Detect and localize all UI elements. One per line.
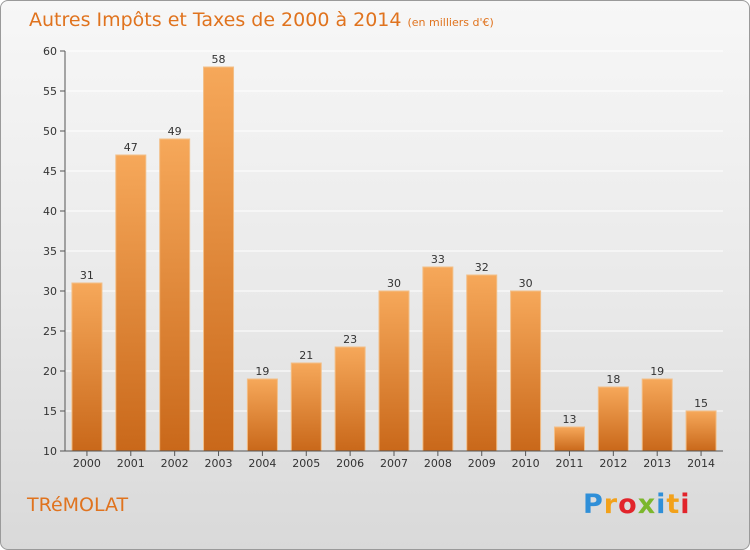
- y-tick-label: 25: [43, 325, 57, 338]
- bar: [641, 378, 673, 452]
- bar: [159, 138, 191, 452]
- y-tick-label: 10: [43, 445, 57, 458]
- x-tick-label: 2006: [336, 457, 364, 470]
- bar: [71, 282, 103, 452]
- y-tick-label: 30: [43, 285, 57, 298]
- data-label: 32: [475, 261, 489, 274]
- logo-letter: P: [583, 489, 604, 520]
- bar: [246, 378, 278, 452]
- chart-title: Autres Impôts et Taxes de 2000 à 2014 (en…: [29, 9, 494, 31]
- bar: [422, 266, 454, 452]
- data-label: 58: [212, 53, 226, 66]
- data-label: 13: [562, 413, 576, 426]
- x-tick-label: 2005: [292, 457, 320, 470]
- data-label: 19: [650, 365, 664, 378]
- bar: [334, 346, 366, 452]
- y-tick-label: 40: [43, 205, 57, 218]
- bar: [685, 410, 717, 452]
- data-label: 23: [343, 333, 357, 346]
- logo-letter: t: [666, 489, 681, 520]
- x-tick-label: 2000: [73, 457, 101, 470]
- data-label: 49: [168, 125, 182, 138]
- y-tick-label: 50: [43, 125, 57, 138]
- logo-letter: r: [603, 489, 619, 520]
- x-tick-label: 2014: [687, 457, 715, 470]
- commune-name: TRéMOLAT: [27, 494, 129, 516]
- bar: [203, 66, 235, 452]
- x-tick-label: 2008: [424, 457, 452, 470]
- logo-letter: x: [637, 489, 657, 520]
- data-label: 30: [519, 277, 533, 290]
- chart-title-text: Autres Impôts et Taxes de 2000 à 2014: [29, 9, 402, 31]
- chart-unit: (en milliers d'€): [407, 16, 494, 29]
- logo-letter: o: [618, 489, 638, 520]
- data-label: 33: [431, 253, 445, 266]
- data-label: 31: [80, 269, 94, 282]
- bar: [115, 154, 147, 452]
- bar: [553, 426, 585, 452]
- data-label: 19: [255, 365, 269, 378]
- bar: [290, 362, 322, 452]
- x-tick-label: 2004: [248, 457, 276, 470]
- data-label: 21: [299, 349, 313, 362]
- x-tick-label: 2010: [512, 457, 540, 470]
- bar: [378, 290, 410, 452]
- logo-letter: i: [656, 489, 667, 520]
- x-tick-label: 2009: [468, 457, 496, 470]
- y-tick-label: 15: [43, 405, 57, 418]
- x-tick-label: 2003: [205, 457, 233, 470]
- x-tick-label: 2007: [380, 457, 408, 470]
- data-label: 15: [694, 397, 708, 410]
- bar: [466, 274, 498, 452]
- data-label: 30: [387, 277, 401, 290]
- data-label: 47: [124, 141, 138, 154]
- logo-letter: i: [680, 489, 691, 520]
- x-tick-label: 2013: [643, 457, 671, 470]
- x-tick-label: 2002: [161, 457, 189, 470]
- bar: [510, 290, 542, 452]
- y-tick-label: 45: [43, 165, 57, 178]
- bar: [597, 386, 629, 452]
- x-tick-label: 2012: [599, 457, 627, 470]
- x-tick-label: 2001: [117, 457, 145, 470]
- data-label: 18: [606, 373, 620, 386]
- proxiti-logo[interactable]: Proxiti: [583, 489, 691, 520]
- y-tick-label: 60: [43, 45, 57, 58]
- y-tick-label: 55: [43, 85, 57, 98]
- y-tick-label: 35: [43, 245, 57, 258]
- y-tick-label: 20: [43, 365, 57, 378]
- x-tick-label: 2011: [555, 457, 583, 470]
